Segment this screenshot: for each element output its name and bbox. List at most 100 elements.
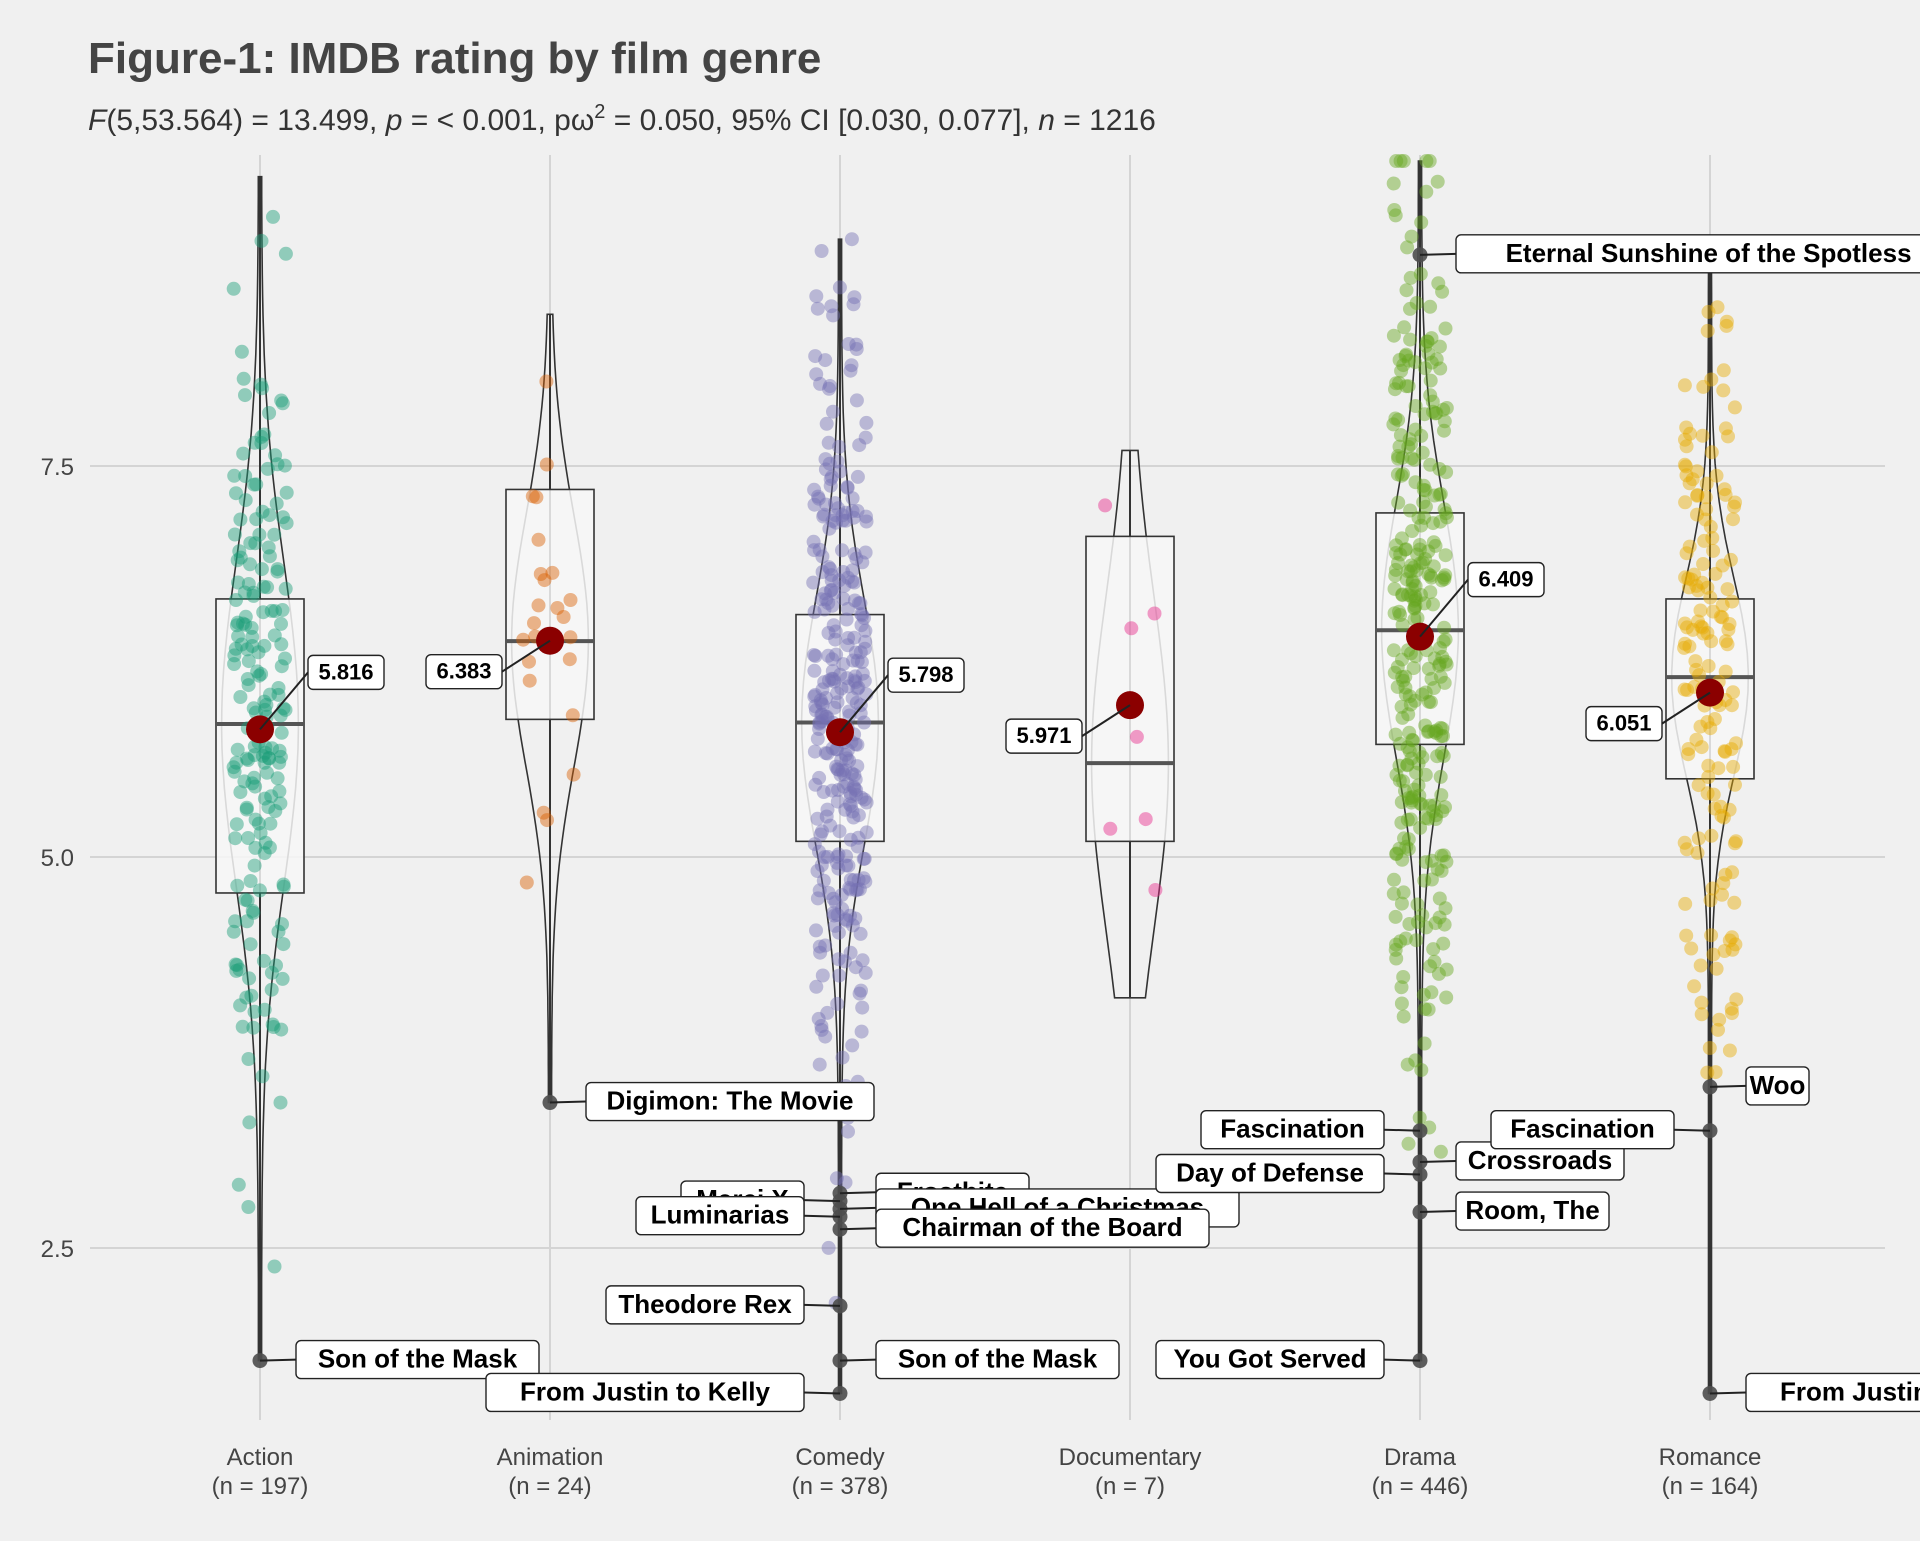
data-point <box>1421 346 1436 361</box>
data-point <box>1715 558 1730 573</box>
data-point <box>276 937 291 952</box>
outlier-label-box <box>1745 1372 1920 1413</box>
data-point <box>841 1124 855 1139</box>
data-point <box>1414 1063 1429 1077</box>
data-point <box>847 873 861 888</box>
data-point <box>536 805 551 820</box>
data-point <box>1416 478 1431 493</box>
data-point <box>812 770 827 785</box>
outlier-label-box <box>875 1208 1210 1248</box>
data-point <box>855 1000 870 1015</box>
mean-label: 6.409 <box>1478 567 1533 592</box>
data-point <box>1395 617 1410 632</box>
data-point <box>836 565 851 579</box>
data-point <box>1414 215 1429 230</box>
data-point <box>240 672 255 686</box>
data-point <box>1418 855 1433 870</box>
data-point <box>849 393 864 408</box>
data-point <box>834 681 849 696</box>
data-point <box>830 855 844 870</box>
box-iqr <box>215 598 305 894</box>
data-point <box>1685 622 1700 637</box>
data-point <box>258 740 273 755</box>
data-point <box>1388 562 1403 577</box>
data-point <box>819 592 834 607</box>
outlier-label-connector <box>1419 252 1457 256</box>
data-point <box>850 681 865 696</box>
data-point <box>1404 751 1419 766</box>
data-point <box>1418 338 1433 353</box>
data-point <box>832 280 847 295</box>
data-point <box>824 671 839 686</box>
data-point <box>1416 987 1431 1002</box>
outlier-label: Fascination <box>1220 1114 1364 1144</box>
data-point <box>1419 920 1434 935</box>
data-point <box>258 745 273 760</box>
data-point <box>815 714 829 729</box>
data-point <box>1409 296 1424 310</box>
data-point <box>563 630 578 645</box>
data-point <box>1706 947 1721 962</box>
data-point <box>1395 710 1410 725</box>
data-point <box>1716 810 1731 825</box>
data-point <box>1396 154 1411 168</box>
data-point <box>271 681 286 695</box>
data-point <box>853 926 868 941</box>
data-point <box>1403 646 1418 661</box>
data-point <box>812 715 827 730</box>
data-point <box>1424 985 1439 1000</box>
data-point <box>1729 834 1743 849</box>
data-point <box>814 1022 829 1037</box>
x-tick-label: Action <box>227 1444 294 1471</box>
data-point <box>1408 649 1423 664</box>
data-point <box>1394 896 1409 911</box>
data-point <box>817 586 832 601</box>
data-point <box>1395 670 1410 684</box>
data-point <box>241 1052 256 1066</box>
data-point <box>828 624 843 639</box>
data-point <box>850 737 865 752</box>
outlier-label: Eternal Sunshine of the Spotless Mind <box>1506 238 1920 268</box>
data-point <box>1401 1136 1416 1151</box>
data-point <box>823 561 838 576</box>
data-point <box>1394 531 1409 546</box>
outlier-label-box <box>485 1372 805 1413</box>
data-point <box>812 542 827 557</box>
data-point <box>816 785 831 799</box>
data-point <box>1680 683 1695 697</box>
data-point <box>838 513 853 528</box>
data-point <box>1700 1065 1715 1080</box>
data-point <box>1408 475 1423 490</box>
data-point <box>859 509 873 524</box>
data-point <box>813 945 828 960</box>
data-point <box>841 858 856 873</box>
data-point <box>826 404 840 419</box>
data-point <box>1436 634 1451 649</box>
mean-label-connector <box>839 674 889 733</box>
data-point <box>844 798 858 813</box>
data-point <box>1418 767 1433 782</box>
data-point <box>1722 617 1737 631</box>
data-point <box>1402 432 1417 447</box>
data-point <box>1427 724 1442 739</box>
data-point <box>1392 841 1407 856</box>
data-point <box>238 609 253 624</box>
subtitle-p-value: = < 0.001, pω <box>402 104 594 137</box>
outlier-label-connector <box>1383 1172 1421 1176</box>
data-point <box>818 452 833 467</box>
data-point <box>845 491 860 506</box>
subtitle-n-value: = 1216 <box>1055 104 1156 137</box>
data-point <box>1689 662 1704 677</box>
data-point <box>261 800 276 815</box>
data-point <box>815 549 830 564</box>
data-point <box>265 741 279 756</box>
data-point <box>1124 621 1139 636</box>
data-point <box>1718 487 1733 502</box>
data-point <box>814 1019 829 1033</box>
data-point <box>1707 801 1722 816</box>
data-point <box>1720 637 1735 652</box>
data-point <box>1714 808 1729 823</box>
data-point <box>828 895 843 910</box>
outlier-label-box <box>1155 1153 1385 1194</box>
data-point <box>228 831 243 846</box>
